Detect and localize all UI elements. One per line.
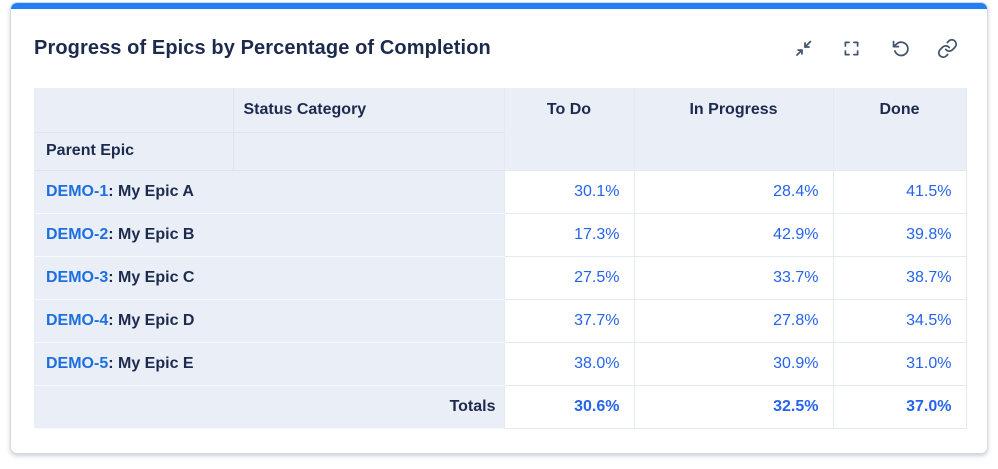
- column-header-inprogress: In Progress: [633, 88, 834, 171]
- value-cell-todo: 17.3%: [503, 212, 635, 257]
- epic-link[interactable]: DEMO-4: [46, 311, 109, 329]
- gadget-toolbar: [792, 38, 958, 60]
- corner-cell: [34, 88, 234, 133]
- epic-title: : My Epic B: [108, 225, 195, 243]
- value-cell-done: 41.5%: [832, 169, 967, 214]
- value-cell-done: 39.8%: [832, 212, 967, 257]
- value-cell-todo: 27.5%: [503, 255, 635, 300]
- value-cell-inprogress: 30.9%: [633, 341, 834, 386]
- value-cell-inprogress: 42.9%: [633, 212, 834, 257]
- epic-link[interactable]: DEMO-3: [46, 268, 109, 286]
- value-cell-todo: 38.0%: [503, 341, 635, 386]
- table-row: DEMO-3: My Epic C 27.5% 33.7% 38.7%: [34, 255, 967, 300]
- collapse-button[interactable]: [792, 38, 814, 60]
- column-group-header-row: Status Category To Do In Progress Done: [34, 88, 967, 171]
- epic-link[interactable]: DEMO-2: [46, 225, 109, 243]
- refresh-button[interactable]: [888, 38, 910, 60]
- copy-link-button[interactable]: [936, 38, 958, 60]
- totals-label: Totals: [34, 385, 504, 429]
- value-cell-inprogress: 27.8%: [633, 298, 834, 343]
- epic-cell: DEMO-3: My Epic C: [34, 256, 504, 300]
- value-cell-done: 31.0%: [832, 341, 967, 386]
- collapse-icon: [793, 38, 814, 59]
- totals-todo: 30.6%: [503, 384, 635, 429]
- table-row: DEMO-1: My Epic A 30.1% 28.4% 41.5%: [34, 169, 967, 214]
- gadget-title: Progress of Epics by Percentage of Compl…: [34, 37, 491, 59]
- epic-cell: DEMO-2: My Epic B: [34, 213, 504, 257]
- value-cell-todo: 37.7%: [503, 298, 635, 343]
- table-row: DEMO-5: My Epic E 38.0% 30.9% 31.0%: [34, 341, 967, 386]
- fullscreen-button[interactable]: [840, 38, 862, 60]
- table-row: DEMO-2: My Epic B 17.3% 42.9% 39.8%: [34, 212, 967, 257]
- empty-subheader-cell: [233, 132, 504, 171]
- epic-title: : My Epic E: [108, 354, 194, 372]
- parent-epic-header: Parent Epic: [34, 132, 234, 171]
- epic-title: : My Epic C: [108, 268, 195, 286]
- epic-title: : My Epic D: [108, 311, 195, 329]
- column-header-done: Done: [832, 88, 967, 171]
- gadget-card: Progress of Epics by Percentage of Compl…: [10, 2, 988, 454]
- epic-cell: DEMO-1: My Epic A: [34, 170, 504, 214]
- value-cell-done: 34.5%: [832, 298, 967, 343]
- epic-link[interactable]: DEMO-1: [46, 182, 109, 200]
- totals-done: 37.0%: [832, 384, 967, 429]
- epic-cell: DEMO-4: My Epic D: [34, 299, 504, 343]
- totals-inprogress: 32.5%: [633, 384, 834, 429]
- epic-cell: DEMO-5: My Epic E: [34, 342, 504, 386]
- column-header-todo: To Do: [503, 88, 635, 171]
- epic-progress-table: Status Category To Do In Progress Done P…: [34, 88, 967, 429]
- row-axis-header-row: Parent Epic: [34, 132, 966, 171]
- value-cell-todo: 30.1%: [503, 169, 635, 214]
- refresh-icon: [889, 38, 910, 59]
- link-icon: [937, 38, 958, 59]
- value-cell-inprogress: 28.4%: [633, 169, 834, 214]
- totals-row: Totals 30.6% 32.5% 37.0%: [34, 384, 967, 429]
- epic-title: : My Epic A: [108, 182, 194, 200]
- table-row: DEMO-4: My Epic D 37.7% 27.8% 34.5%: [34, 298, 967, 343]
- value-cell-inprogress: 33.7%: [633, 255, 834, 300]
- value-cell-done: 38.7%: [832, 255, 967, 300]
- table-container: Status Category To Do In Progress Done P…: [11, 88, 987, 450]
- gadget-header: Progress of Epics by Percentage of Compl…: [11, 9, 987, 88]
- epic-link[interactable]: DEMO-5: [46, 354, 109, 372]
- accent-bar: [11, 3, 987, 9]
- fullscreen-icon: [841, 38, 862, 59]
- status-category-header: Status Category: [233, 88, 504, 133]
